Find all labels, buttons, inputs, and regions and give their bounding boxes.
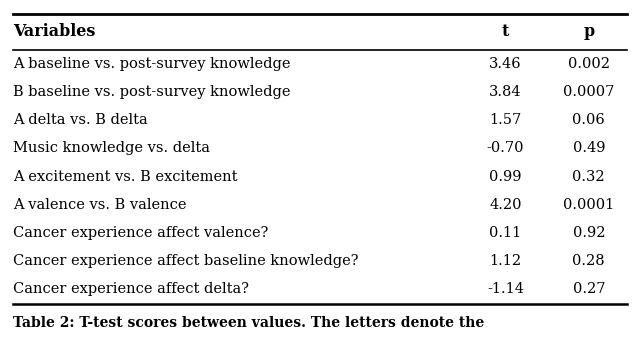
Text: 0.49: 0.49: [573, 141, 605, 155]
Text: A delta vs. B delta: A delta vs. B delta: [13, 113, 148, 127]
Text: 4.20: 4.20: [490, 198, 522, 212]
Text: p: p: [583, 23, 595, 40]
Text: 0.28: 0.28: [573, 254, 605, 268]
Text: 0.002: 0.002: [568, 57, 610, 71]
Text: 0.06: 0.06: [572, 113, 605, 127]
Text: Table 2: T-test scores between values. The letters denote the: Table 2: T-test scores between values. T…: [13, 316, 484, 330]
Text: -0.70: -0.70: [487, 141, 524, 155]
Text: 3.84: 3.84: [490, 85, 522, 99]
Text: 0.32: 0.32: [573, 170, 605, 184]
Text: 1.12: 1.12: [490, 254, 522, 268]
Text: A valence vs. B valence: A valence vs. B valence: [13, 198, 186, 212]
Text: Cancer experience affect delta?: Cancer experience affect delta?: [13, 282, 249, 296]
Text: A baseline vs. post-survey knowledge: A baseline vs. post-survey knowledge: [13, 57, 291, 71]
Text: Variables: Variables: [13, 23, 95, 40]
Text: Cancer experience affect baseline knowledge?: Cancer experience affect baseline knowle…: [13, 254, 358, 268]
Text: t: t: [502, 23, 509, 40]
Text: 0.27: 0.27: [573, 282, 605, 296]
Text: B baseline vs. post-survey knowledge: B baseline vs. post-survey knowledge: [13, 85, 291, 99]
Text: 0.92: 0.92: [573, 226, 605, 240]
Text: 1.57: 1.57: [490, 113, 522, 127]
Text: A excitement vs. B excitement: A excitement vs. B excitement: [13, 170, 237, 184]
Text: 0.0001: 0.0001: [563, 198, 614, 212]
Text: 0.0007: 0.0007: [563, 85, 614, 99]
Text: 0.11: 0.11: [490, 226, 522, 240]
Text: 3.46: 3.46: [490, 57, 522, 71]
Text: 0.99: 0.99: [490, 170, 522, 184]
Text: Music knowledge vs. delta: Music knowledge vs. delta: [13, 141, 210, 155]
Text: -1.14: -1.14: [487, 282, 524, 296]
Text: Cancer experience affect valence?: Cancer experience affect valence?: [13, 226, 268, 240]
